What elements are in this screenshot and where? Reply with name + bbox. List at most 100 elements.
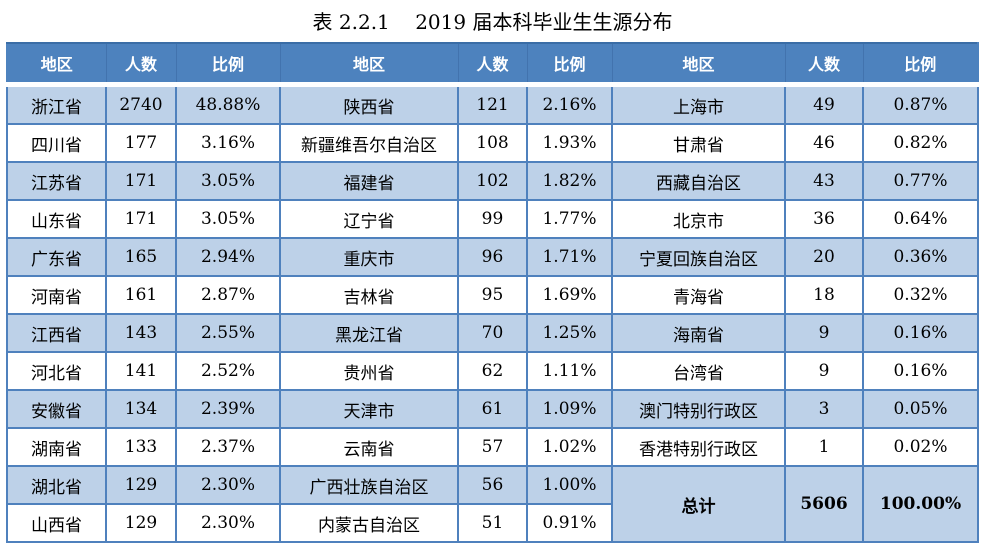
table-title: 表 2.2.1 2019 届本科毕业生生源分布 <box>312 10 673 34</box>
region-cell: 贵州省 <box>279 351 459 391</box>
count-cell: 9 <box>784 313 864 353</box>
count-cell: 133 <box>105 427 177 467</box>
region-cell: 天津市 <box>279 389 459 429</box>
region-cell: 福建省 <box>279 161 459 201</box>
region-cell: 陕西省 <box>279 83 459 125</box>
region-cell: 云南省 <box>279 427 459 467</box>
region-cell: 河北省 <box>6 351 107 391</box>
table-row: 河北省 141 2.52% 贵州省 62 1.11% 台湾省 9 0.16% <box>6 351 979 391</box>
table-row: 安徽省 134 2.39% 天津市 61 1.09% 澳门特别行政区 3 0.05% <box>6 389 979 429</box>
count-cell: 141 <box>105 351 177 391</box>
percent-cell: 2.87% <box>175 275 281 315</box>
region-cell: 广西壮族自治区 <box>279 465 459 505</box>
count-cell: 102 <box>457 161 528 201</box>
percent-cell: 1.93% <box>526 123 613 163</box>
percent-cell: 2.94% <box>175 237 281 277</box>
column-header-ratio-3: 比例 <box>862 42 979 87</box>
region-cell: 青海省 <box>611 275 786 315</box>
percent-cell: 2.37% <box>175 427 281 467</box>
count-cell: 46 <box>784 123 864 163</box>
region-cell: 西藏自治区 <box>611 161 786 201</box>
count-cell: 177 <box>105 123 177 163</box>
count-cell: 99 <box>457 199 528 239</box>
region-cell: 辽宁省 <box>279 199 459 239</box>
table-body: 浙江省 2740 48.88% 陕西省 121 2.16% 上海市 49 0.87% 四川省 177… <box>6 83 979 543</box>
region-cell: 江苏省 <box>6 161 107 201</box>
total-percent-cell: 100.00% <box>862 465 979 543</box>
count-cell: 51 <box>457 503 528 543</box>
count-cell: 161 <box>105 275 177 315</box>
percent-cell: 0.32% <box>862 275 979 315</box>
region-cell: 山西省 <box>6 503 107 543</box>
table-row: 河南省 161 2.87% 吉林省 95 1.69% 青海省 18 0.32% <box>6 275 979 315</box>
count-cell: 165 <box>105 237 177 277</box>
count-cell: 171 <box>105 199 177 239</box>
region-cell: 江西省 <box>6 313 107 353</box>
table-row: 湖北省 129 2.30% 广西壮族自治区 56 1.00% 总计 5606 100.00% <box>6 465 979 543</box>
region-cell: 香港特别行政区 <box>611 427 786 467</box>
percent-cell: 2.30% <box>175 465 281 505</box>
percent-cell: 0.82% <box>862 123 979 163</box>
percent-cell: 1.69% <box>526 275 613 315</box>
count-cell: 95 <box>457 275 528 315</box>
percent-cell: 0.02% <box>862 427 979 467</box>
count-cell: 121 <box>457 83 528 125</box>
column-header-region-2: 地区 <box>279 42 459 87</box>
region-cell: 上海市 <box>611 83 786 125</box>
region-cell: 北京市 <box>611 199 786 239</box>
table-row: 广东省 165 2.94% 重庆市 96 1.71% 宁夏回族自治区 20 0.36% <box>6 237 979 277</box>
total-label-cell: 总计 <box>611 465 786 543</box>
count-cell: 20 <box>784 237 864 277</box>
table-row: 江苏省 171 3.05% 福建省 102 1.82% 西藏自治区 43 0.77% <box>6 161 979 201</box>
count-cell: 2740 <box>105 83 177 125</box>
percent-cell: 1.11% <box>526 351 613 391</box>
region-cell: 山东省 <box>6 199 107 239</box>
percent-cell: 0.36% <box>862 237 979 277</box>
column-header-ratio-1: 比例 <box>175 42 281 87</box>
count-cell: 43 <box>784 161 864 201</box>
column-header-region-1: 地区 <box>6 42 107 87</box>
percent-cell: 3.05% <box>175 199 281 239</box>
column-header-count-3: 人数 <box>784 42 864 87</box>
percent-cell: 1.25% <box>526 313 613 353</box>
count-cell: 61 <box>457 389 528 429</box>
region-cell: 海南省 <box>611 313 786 353</box>
column-header-region-3: 地区 <box>611 42 786 87</box>
count-cell: 49 <box>784 83 864 125</box>
region-cell: 新疆维吾尔自治区 <box>279 123 459 163</box>
region-cell: 广东省 <box>6 237 107 277</box>
percent-cell: 48.88% <box>175 83 281 125</box>
region-cell: 澳门特别行政区 <box>611 389 786 429</box>
region-cell: 甘肃省 <box>611 123 786 163</box>
count-cell: 3 <box>784 389 864 429</box>
count-cell: 129 <box>105 503 177 543</box>
percent-cell: 0.16% <box>862 313 979 353</box>
table-row: 浙江省 2740 48.88% 陕西省 121 2.16% 上海市 49 0.87% <box>6 83 979 125</box>
header-row: 地区 人数 比例 地区 人数 比例 地区 人数 比例 <box>6 42 979 87</box>
region-cell: 浙江省 <box>6 83 107 125</box>
percent-cell: 1.71% <box>526 237 613 277</box>
origin-distribution-table: 地区 人数 比例 地区 人数 比例 地区 人数 比例 浙江省 2740 48.88%… <box>6 42 979 543</box>
percent-cell: 0.77% <box>862 161 979 201</box>
region-cell: 重庆市 <box>279 237 459 277</box>
percent-cell: 0.87% <box>862 83 979 125</box>
percent-cell: 0.16% <box>862 351 979 391</box>
column-header-count-1: 人数 <box>105 42 177 87</box>
region-cell: 台湾省 <box>611 351 786 391</box>
percent-cell: 2.16% <box>526 83 613 125</box>
total-count-cell: 5606 <box>784 465 864 543</box>
percent-cell: 0.91% <box>526 503 613 543</box>
count-cell: 36 <box>784 199 864 239</box>
count-cell: 18 <box>784 275 864 315</box>
count-cell: 57 <box>457 427 528 467</box>
table-header: 地区 人数 比例 地区 人数 比例 地区 人数 比例 <box>6 42 979 87</box>
column-header-count-2: 人数 <box>457 42 528 87</box>
column-header-ratio-2: 比例 <box>526 42 613 87</box>
count-cell: 96 <box>457 237 528 277</box>
percent-cell: 1.09% <box>526 389 613 429</box>
count-cell: 171 <box>105 161 177 201</box>
count-cell: 9 <box>784 351 864 391</box>
count-cell: 62 <box>457 351 528 391</box>
region-cell: 吉林省 <box>279 275 459 315</box>
percent-cell: 2.30% <box>175 503 281 543</box>
